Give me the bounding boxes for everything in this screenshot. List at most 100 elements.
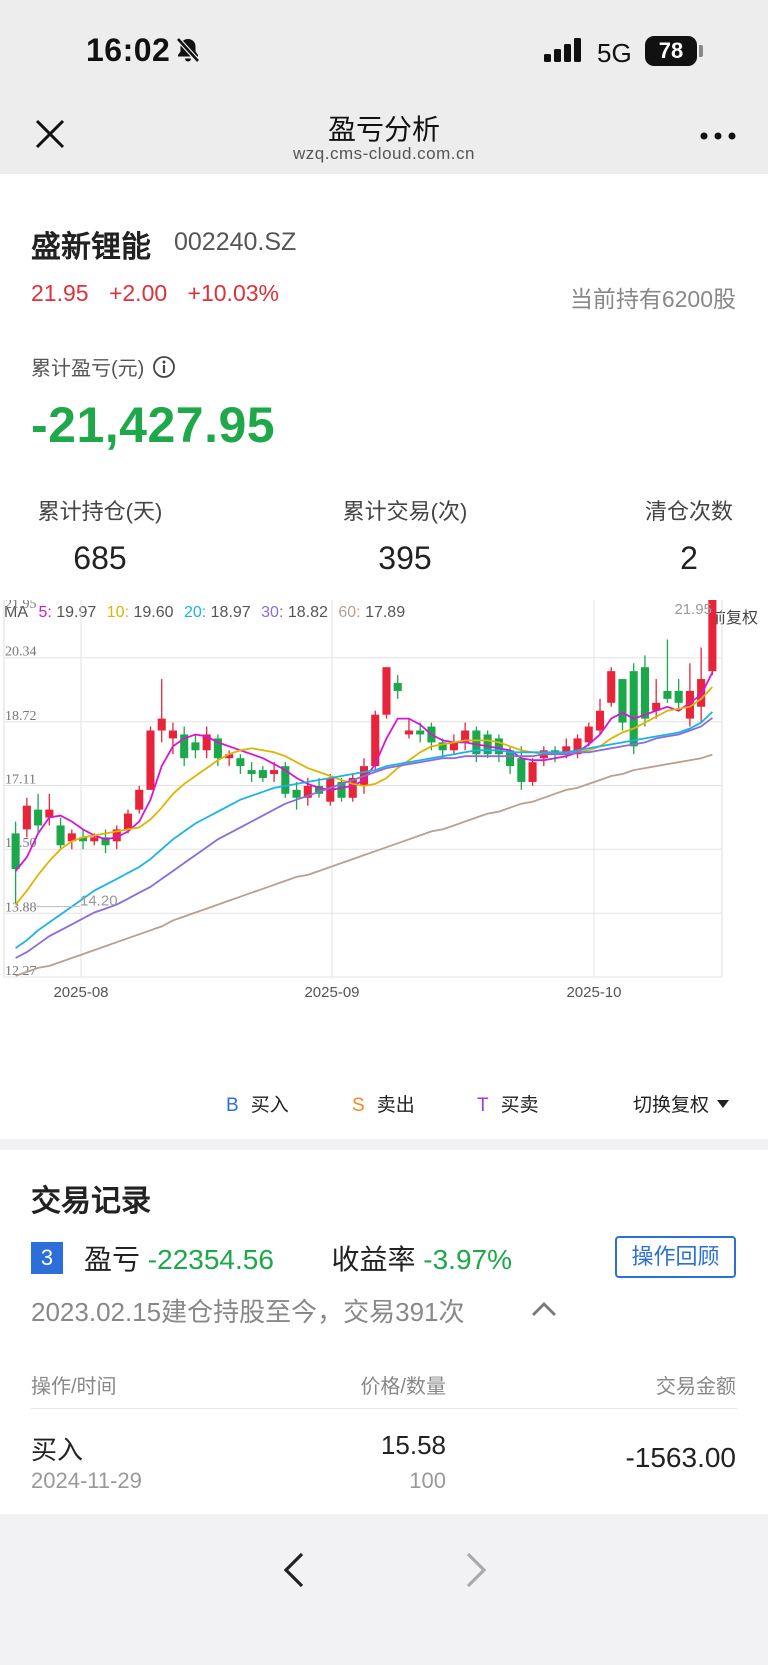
candle-body bbox=[528, 762, 537, 782]
ma-5-value: 19.97 bbox=[56, 604, 97, 621]
legend-sell: S 卖出 bbox=[352, 1090, 415, 1117]
stock-name: 盛新锂能 bbox=[31, 231, 151, 264]
section-title: 交易记录 bbox=[31, 1185, 151, 1218]
more-icon[interactable] bbox=[698, 128, 738, 144]
candle-body bbox=[236, 758, 245, 767]
ma-5-label: 5: bbox=[38, 604, 52, 621]
candle-body bbox=[101, 837, 110, 846]
record-count-badge: 3 bbox=[31, 1242, 63, 1274]
candle-body bbox=[157, 718, 166, 731]
legend-buy-tag: B bbox=[226, 1095, 239, 1116]
stat-label: 累计交易(次) bbox=[342, 499, 468, 524]
stat-label: 清仓次数 bbox=[644, 499, 733, 524]
record-qty: 100 bbox=[409, 1468, 446, 1493]
forward-arrow-icon[interactable] bbox=[462, 1550, 490, 1590]
candle-body bbox=[618, 679, 627, 723]
candle-body bbox=[337, 781, 346, 798]
ma-legend: MA 5: 19.97 10: 19.60 20: 18.97 30: 18.8… bbox=[4, 604, 411, 622]
legend-sell-label: 卖出 bbox=[376, 1095, 415, 1116]
candle-body bbox=[247, 770, 256, 775]
caret-down-icon bbox=[717, 1099, 730, 1108]
pl-summary: 盈亏 -22354.56 收益率 -3.97% bbox=[84, 1238, 512, 1278]
candle-body bbox=[180, 734, 189, 759]
y-tick-label: 13.88 bbox=[5, 900, 37, 915]
candle-body bbox=[382, 667, 391, 715]
operation-review-button[interactable]: 操作回顾 bbox=[615, 1236, 736, 1278]
candle-body bbox=[168, 730, 177, 739]
ma-5: 5: 19.97 bbox=[38, 604, 96, 621]
candle-body bbox=[438, 742, 447, 751]
ma-line-20 bbox=[15, 711, 714, 949]
max-price-label: 21.95 bbox=[674, 601, 712, 618]
candle-body bbox=[663, 690, 672, 699]
col-header-action: 操作/时间 bbox=[31, 1376, 117, 1398]
candle-body bbox=[225, 754, 234, 759]
candle-body bbox=[79, 837, 88, 842]
candle-body bbox=[146, 730, 155, 790]
pl-value: -21,427.95 bbox=[31, 397, 276, 453]
candle-body bbox=[45, 809, 54, 818]
legend-buy-label: 买入 bbox=[250, 1095, 289, 1116]
status-time: 16:02 bbox=[86, 32, 171, 68]
legend-trade: T 买卖 bbox=[477, 1090, 539, 1117]
candle-body bbox=[213, 738, 222, 759]
pl-label-text: 累计盈亏(元) bbox=[31, 358, 145, 380]
x-tick-label: 2025-10 bbox=[566, 984, 621, 1001]
status-bar: 16:02 5G 78 bbox=[0, 0, 768, 100]
candle-body bbox=[472, 730, 481, 755]
stock-change: +2.00 bbox=[108, 280, 168, 306]
candle-body bbox=[708, 600, 717, 672]
col-header-price: 价格/数量 bbox=[360, 1376, 446, 1398]
y-tick-label: 18.72 bbox=[5, 709, 37, 724]
candle-body bbox=[416, 730, 425, 735]
browser-bottom-bar bbox=[0, 1514, 768, 1665]
back-arrow-icon[interactable] bbox=[280, 1550, 308, 1590]
candle-body bbox=[258, 770, 267, 778]
page-title: 盈亏分析 bbox=[327, 114, 440, 145]
ma-line-10 bbox=[14, 686, 714, 906]
col-header-amount: 交易金额 bbox=[656, 1376, 736, 1398]
candle-body bbox=[34, 809, 43, 826]
price-line: 21.95 +2.00 +10.03% bbox=[31, 280, 293, 307]
candle-body bbox=[191, 742, 200, 751]
stock-price: 21.95 bbox=[31, 280, 89, 306]
record-price: 15.58 bbox=[380, 1430, 446, 1460]
battery-level: 78 bbox=[658, 38, 684, 63]
x-tick-label: 2025-09 bbox=[304, 984, 359, 1001]
candle-body bbox=[303, 785, 312, 798]
y-tick-label: 15.50 bbox=[5, 836, 37, 851]
ma-60: 60: 17.89 bbox=[338, 604, 405, 621]
record-action: 买入 bbox=[31, 1435, 84, 1465]
bell-muted-icon bbox=[176, 37, 200, 63]
stock-code: 002240.SZ bbox=[174, 228, 297, 256]
ma-line-60 bbox=[15, 753, 713, 977]
holding-shares: 当前持有6200股 bbox=[569, 286, 736, 312]
candle-body bbox=[449, 742, 458, 751]
close-icon[interactable] bbox=[32, 116, 68, 152]
candle-body bbox=[270, 770, 279, 775]
candle-body bbox=[22, 805, 31, 830]
ma-60-value: 17.89 bbox=[365, 604, 406, 621]
candle-body bbox=[404, 730, 413, 735]
y-tick-label: 21.95 bbox=[5, 600, 37, 612]
info-icon[interactable] bbox=[152, 355, 176, 379]
chevron-up-icon[interactable] bbox=[530, 1300, 558, 1318]
candle-body bbox=[629, 671, 638, 747]
min-price-label: 14.20 bbox=[80, 893, 118, 910]
ma-10: 10: 19.60 bbox=[107, 604, 174, 621]
candlestick-chart[interactable]: 21.95 20.34 18.72 17.11 15.50 13.88 12.27 2025-… bbox=[0, 600, 768, 1070]
ma-line-30 bbox=[15, 717, 713, 959]
ma-30-label: 30: bbox=[261, 604, 284, 621]
record-date: 2024-11-29 bbox=[31, 1468, 142, 1493]
ma-10-value: 19.60 bbox=[133, 604, 174, 621]
candle-body bbox=[674, 690, 683, 703]
y-tick-label: 12.27 bbox=[5, 964, 37, 979]
trade-records-card: 交易记录 3 盈亏 -22354.56 收益率 -3.97% 操作回顾 2023… bbox=[0, 1150, 768, 1514]
switch-adjust-button[interactable]: 切换复权 bbox=[633, 1090, 731, 1117]
y-tick-label: 20.34 bbox=[5, 645, 37, 660]
ma-prefix: MA bbox=[4, 604, 28, 621]
holding-since: 2023.02.15建仓持股至今，交易391次 bbox=[31, 1297, 465, 1327]
candle-body bbox=[393, 683, 402, 691]
candle-body bbox=[11, 833, 20, 869]
summary-pl-value: -22354.56 bbox=[147, 1244, 274, 1275]
